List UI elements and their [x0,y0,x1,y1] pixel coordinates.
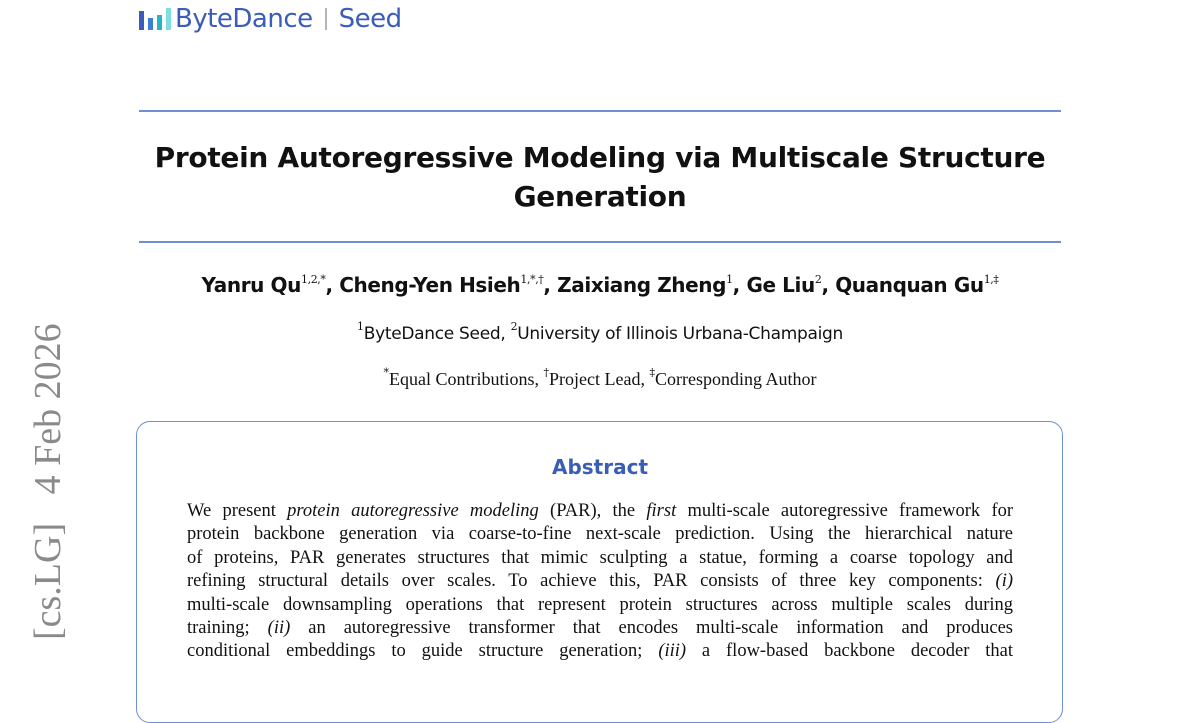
author-marks: 1,‡ [983,273,999,286]
bytedance-seed-logo: ByteDance Seed [139,2,402,36]
author-marks: 1,2,* [301,273,326,286]
abstract-line: multi-scale downsampling operations that… [187,594,1013,617]
abstract-line: conditional embeddings to guide structur… [187,640,1013,663]
abstract-text: a flow-based backbone decoder that [686,641,1014,662]
author-marks: 1 [726,273,733,286]
abstract-italic-text: (ii) [267,618,291,639]
author-name: Zaixiang Zheng [557,273,727,297]
title-rule-top [139,110,1061,112]
author-marks: 2 [814,273,822,286]
affiliation-mark: 1 [357,320,364,333]
author-name: Ge Liu [746,273,815,297]
abstract-heading: Abstract [551,455,649,479]
affiliation-name: ByteDance Seed [363,324,501,344]
note-separator: , [534,369,544,389]
author-list: Yanru Qu1,2,*, Cheng-Yen Hsieh1,*,†, Zai… [100,273,1100,297]
affiliations: 1ByteDance Seed, 2University of Illinois… [100,320,1100,344]
paper-title: Protein Autoregressive Modeling via Mult… [100,138,1100,216]
abstract-text: of proteins, PAR generates structures th… [187,547,1013,568]
bytedance-bars-icon [139,8,171,30]
logo-divider [324,8,327,30]
title-rule-bottom [139,241,1061,243]
author-marks: 1,*,† [520,273,544,286]
abstract-text: multi-scale autoregressive framework for [676,501,1014,521]
author-separator: , [821,273,836,297]
note-separator: , [640,369,650,389]
author-separator: , [325,273,340,297]
abstract-italic-text: protein autoregressive modeling [287,501,539,521]
abstract-text: an autoregressive transformer that encod… [290,618,1014,639]
abstract-body: We present protein autoregressive modeli… [187,500,1013,664]
abstract-line: of proteins, PAR generates structures th… [187,547,1013,570]
title-line: Protein Autoregressive Modeling via Mult… [154,141,1046,174]
abstract-text: training; [187,618,268,639]
note-text: Corresponding Author [654,369,817,389]
abstract-text: (PAR), the [538,501,647,521]
abstract-line: protein backbone generation via coarse-t… [187,523,1013,546]
logo-product: Seed [338,4,403,34]
author-separator: , [732,273,747,297]
abstract-text: We present [187,501,288,521]
logo-brand: ByteDance [175,4,313,34]
affiliation-mark: 2 [510,320,518,333]
abstract-italic-text: (iii) [658,641,687,662]
author-name: Cheng-Yen Hsieh [339,273,521,297]
abstract-italic-text: first [646,501,677,521]
note-mark: * [383,366,390,379]
abstract-line: training; (ii) an autoregressive transfo… [187,617,1013,640]
note-text: Project Lead [549,369,641,389]
abstract-line: We present protein autoregressive modeli… [187,500,1013,523]
affiliation-name: University of Illinois Urbana-Champaign [517,324,843,344]
author-notes: *Equal Contributions, †Project Lead, ‡Co… [100,366,1100,390]
abstract-italic-text: (i) [995,571,1013,592]
note-mark: ‡ [649,366,655,379]
affiliation-separator: , [500,324,511,344]
author-name: Yanru Qu [201,273,302,297]
abstract-text: protein backbone generation via coarse-t… [187,524,1013,545]
abstract-text: multi-scale downsampling operations that… [187,594,1013,615]
author-separator: , [543,273,558,297]
arxiv-stamp: [cs.LG] 4 Feb 2026 [27,323,69,640]
note-text: Equal Contributions [389,369,535,389]
abstract-text: refining structural details over scales.… [187,571,996,592]
title-line: Generation [513,180,687,213]
note-mark: † [543,366,550,379]
abstract-line: refining structural details over scales.… [187,570,1013,593]
abstract-text: conditional embeddings to guide structur… [187,641,659,662]
author-name: Quanquan Gu [835,273,984,297]
